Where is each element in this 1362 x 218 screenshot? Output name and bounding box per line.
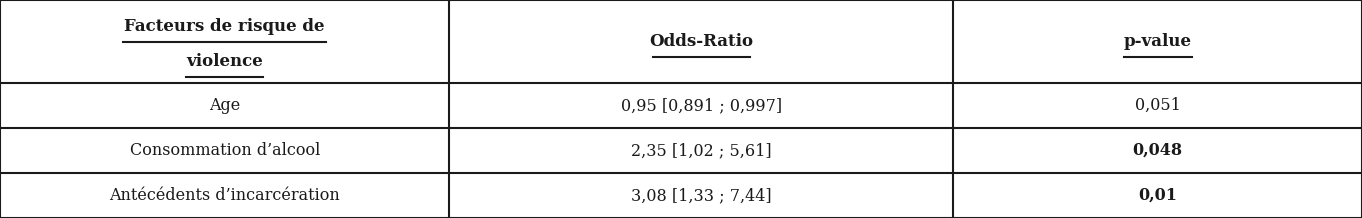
Text: Odds-Ratio: Odds-Ratio <box>650 33 753 50</box>
Text: 3,08 [1,33 ; 7,44]: 3,08 [1,33 ; 7,44] <box>631 187 772 204</box>
Text: p-value: p-value <box>1124 33 1192 50</box>
Text: Antécédents d’incarcération: Antécédents d’incarcération <box>109 187 340 204</box>
Text: Age: Age <box>210 97 240 114</box>
Text: Facteurs de risque de: Facteurs de risque de <box>124 18 326 35</box>
Text: 0,048: 0,048 <box>1133 142 1182 159</box>
Text: 0,051: 0,051 <box>1135 97 1181 114</box>
Text: Consommation d’alcool: Consommation d’alcool <box>129 142 320 159</box>
Text: violence: violence <box>187 53 263 70</box>
Text: 0,01: 0,01 <box>1139 187 1177 204</box>
Text: 0,95 [0,891 ; 0,997]: 0,95 [0,891 ; 0,997] <box>621 97 782 114</box>
Text: 2,35 [1,02 ; 5,61]: 2,35 [1,02 ; 5,61] <box>631 142 772 159</box>
